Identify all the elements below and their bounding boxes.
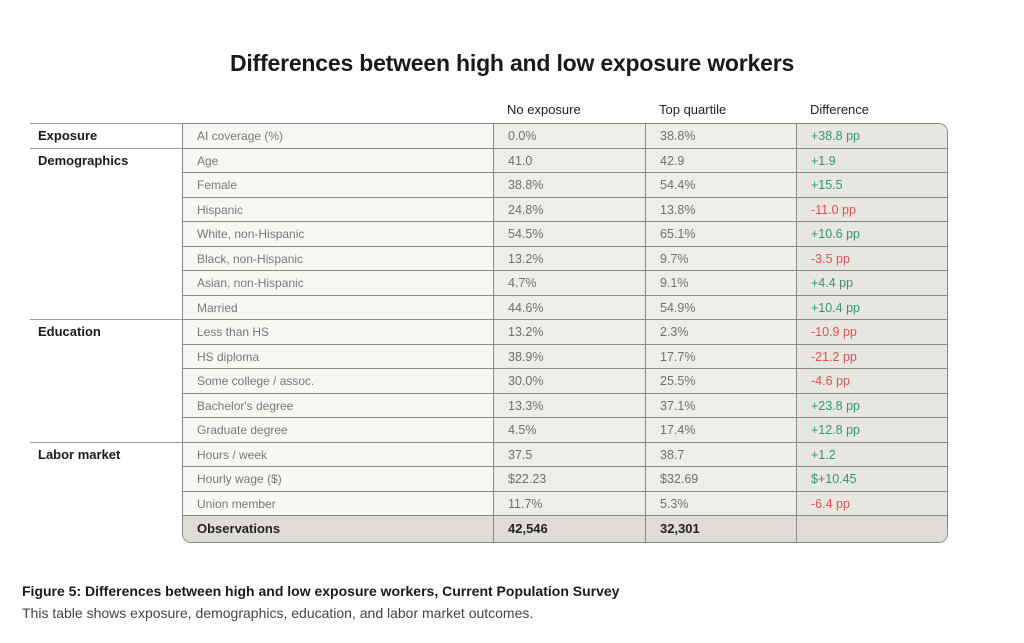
difference-value: -11.0 pp [797,197,947,221]
row-label: Married [183,295,494,319]
difference-value: +12.8 pp [797,418,947,442]
top-quartile-value: 5.3% [646,491,797,515]
table-row: Asian, non-Hispanic 4.7% 9.1% +4.4 pp [183,271,947,296]
observations-label: Observations [183,516,494,542]
no-exposure-value: 0.0% [494,124,646,148]
table-row: White, non-Hispanic 54.5% 65.1% +10.6 pp [183,222,947,247]
no-exposure-value: 13.2% [494,320,646,344]
section-label: Labor market [30,441,182,462]
column-header-no-exposure: No exposure [507,102,581,117]
no-exposure-value: 41.0 [494,148,646,172]
row-label: HS diploma [183,344,494,368]
table-row: Some college / assoc. 30.0% 25.5% -4.6 pp [183,369,947,394]
observations-difference [797,516,947,542]
top-quartile-value: 38.7 [646,442,797,466]
column-header-top-quartile: Top quartile [659,102,727,117]
difference-value: $+10.45 [797,467,947,491]
row-label: White, non-Hispanic [183,222,494,246]
top-quartile-value: 38.8% [646,124,797,148]
no-exposure-value: 4.5% [494,418,646,442]
difference-value: +38.8 pp [797,124,947,148]
table-row: Black, non-Hispanic 13.2% 9.7% -3.5 pp [183,246,947,271]
top-quartile-value: 9.1% [646,271,797,295]
row-label: Bachelor's degree [183,393,494,417]
top-quartile-value: 65.1% [646,222,797,246]
observations-top-quartile: 32,301 [646,516,797,542]
difference-value: -6.4 pp [797,491,947,515]
table-row: Female 38.8% 54.4% +15.5 [183,173,947,198]
no-exposure-value: 11.7% [494,491,646,515]
no-exposure-value: 38.8% [494,173,646,197]
row-label: Hispanic [183,197,494,221]
difference-value: -4.6 pp [797,369,947,393]
no-exposure-value: 24.8% [494,197,646,221]
column-header-difference: Difference [810,102,870,117]
row-label: Hours / week [183,442,494,466]
no-exposure-value: 13.2% [494,246,646,270]
row-label: Hourly wage ($) [183,467,494,491]
table-row: Hourly wage ($) $22.23 $32.69 $+10.45 [183,467,947,492]
table-row: Age 41.0 42.9 +1.9 [183,148,947,173]
row-label: Black, non-Hispanic [183,246,494,270]
difference-value: +1.9 [797,148,947,172]
top-quartile-value: 37.1% [646,393,797,417]
section-label: Education [30,319,182,339]
no-exposure-value: 30.0% [494,369,646,393]
no-exposure-value: 44.6% [494,295,646,319]
figure-title: Differences between high and low exposur… [229,50,795,76]
top-quartile-value: 13.8% [646,197,797,221]
row-label: Graduate degree [183,418,494,442]
no-exposure-value: $22.23 [494,467,646,491]
table-row: Bachelor's degree 13.3% 37.1% +23.8 pp [183,393,947,418]
top-quartile-value: $32.69 [646,467,797,491]
top-quartile-value: 9.7% [646,246,797,270]
row-label: Less than HS [183,320,494,344]
row-label: AI coverage (%) [183,124,494,148]
difference-value: +23.8 pp [797,393,947,417]
table-row: Hispanic 24.8% 13.8% -11.0 pp [183,197,947,222]
table-row: Less than HS 13.2% 2.3% -10.9 pp [183,320,947,345]
row-label: Union member [183,491,494,515]
table-row: Graduate degree 4.5% 17.4% +12.8 pp [183,418,947,443]
top-quartile-value: 17.7% [646,344,797,368]
top-quartile-value: 54.4% [646,173,797,197]
top-quartile-value: 2.3% [646,320,797,344]
no-exposure-value: 54.5% [494,222,646,246]
table-row: AI coverage (%) 0.0% 38.8% +38.8 pp [183,124,947,149]
difference-value: -21.2 pp [797,344,947,368]
table-row: Married 44.6% 54.9% +10.4 pp [183,295,947,320]
section-label: Exposure [30,123,182,143]
no-exposure-value: 4.7% [494,271,646,295]
table-row: Union member 11.7% 5.3% -6.4 pp [183,491,947,516]
figure-caption: Figure 5: Differences between high and l… [22,583,620,599]
difference-value: -3.5 pp [797,246,947,270]
difference-value: +15.5 [797,173,947,197]
row-label: Some college / assoc. [183,369,494,393]
figure-subcaption: This table shows exposure, demographics,… [22,605,534,621]
top-quartile-value: 25.5% [646,369,797,393]
observations-row: Observations 42,546 32,301 [183,516,947,542]
top-quartile-value: 42.9 [646,148,797,172]
row-label: Age [183,148,494,172]
row-label: Female [183,173,494,197]
observations-no-exposure: 42,546 [494,516,646,542]
no-exposure-value: 38.9% [494,344,646,368]
no-exposure-value: 13.3% [494,393,646,417]
difference-value: +4.4 pp [797,271,947,295]
difference-value: +10.6 pp [797,222,947,246]
top-quartile-value: 17.4% [646,418,797,442]
top-quartile-value: 54.9% [646,295,797,319]
difference-value: +1.2 [797,442,947,466]
row-label: Asian, non-Hispanic [183,271,494,295]
difference-value: -10.9 pp [797,320,947,344]
table-row: HS diploma 38.9% 17.7% -21.2 pp [183,344,947,369]
no-exposure-value: 37.5 [494,442,646,466]
data-table: AI coverage (%) 0.0% 38.8% +38.8 pp Age 41.0 4… [182,123,948,543]
table-row: Hours / week 37.5 38.7 +1.2 [183,442,947,467]
section-label: Demographics [30,147,182,168]
difference-value: +10.4 pp [797,295,947,319]
